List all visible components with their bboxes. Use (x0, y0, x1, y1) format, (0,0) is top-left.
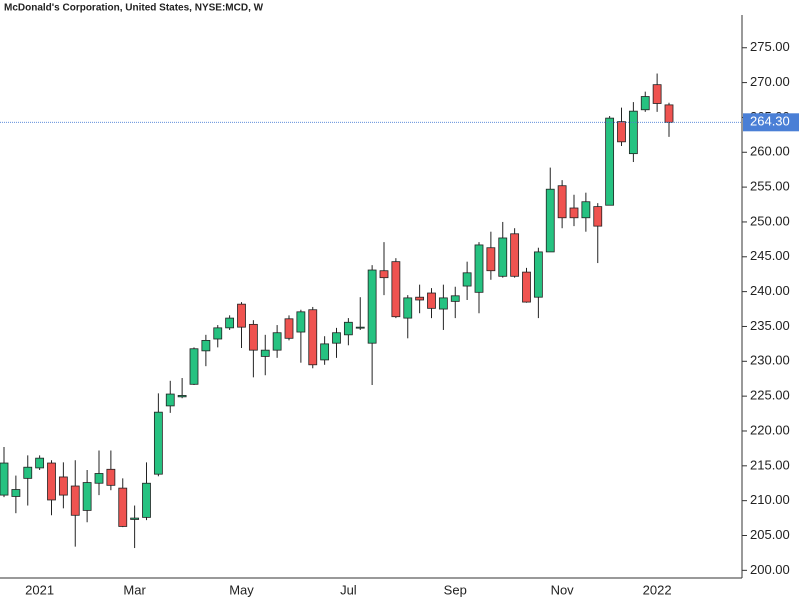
x-tick-label: Nov (551, 582, 575, 597)
candle-body (58, 476, 68, 496)
y-tick-label: 215.00 (750, 457, 790, 472)
y-tick-label: 260.00 (750, 144, 790, 159)
candle-body (545, 188, 555, 253)
candle-body (415, 296, 425, 301)
candle-body (11, 489, 21, 497)
y-tick-label: 230.00 (750, 353, 790, 368)
candle-body (23, 466, 33, 479)
candle-body (320, 343, 330, 361)
candle-body (35, 457, 45, 469)
y-tick-label: 210.00 (750, 492, 790, 507)
y-tick-label: 205.00 (750, 527, 790, 542)
candle-body (486, 247, 496, 272)
candle-body (462, 272, 472, 287)
candle-body (533, 251, 543, 298)
x-tick-label: May (229, 582, 254, 597)
candle-body (617, 121, 626, 143)
y-tick-label: 220.00 (750, 422, 790, 437)
y-tick-label: 225.00 (750, 388, 790, 403)
candle-body (118, 487, 128, 527)
candle-body (201, 339, 211, 352)
plot-area (0, 73, 674, 549)
candle-body (130, 517, 140, 520)
candle-body (47, 462, 56, 501)
y-tick-label: 255.00 (750, 179, 790, 194)
candle-body (296, 311, 306, 333)
candle-body (343, 321, 353, 336)
x-tick-label: 2021 (25, 582, 54, 597)
candle-body (189, 348, 199, 385)
candle-body (248, 323, 258, 351)
last-price-box (743, 113, 799, 132)
chart-title: McDonald's Corporation, United States, N… (4, 3, 264, 14)
candle-body (284, 318, 294, 339)
candle-body (438, 297, 448, 310)
candle-body (593, 206, 603, 227)
candle-body (664, 104, 674, 123)
candle-body (165, 393, 175, 407)
candle-body (237, 303, 246, 328)
x-tick-label: Sep (444, 582, 467, 597)
candle-body (474, 244, 484, 293)
candle-body (498, 237, 508, 277)
candle-body (332, 332, 341, 344)
candle-body (581, 201, 591, 219)
candle-body (391, 261, 401, 318)
candle-body (94, 473, 104, 484)
candle-body (427, 292, 436, 309)
candle-body (142, 482, 151, 518)
y-tick-label: 275.00 (750, 39, 790, 54)
x-tick-label: 2022 (643, 582, 672, 597)
candle-body (153, 411, 163, 475)
candle-body (308, 309, 318, 366)
candle-body (367, 269, 377, 344)
candle-body (82, 482, 92, 511)
candle-body (569, 207, 579, 219)
candle-body (106, 468, 116, 486)
candle-body (510, 233, 520, 277)
candle-body (652, 84, 662, 104)
y-tick-label: 270.00 (750, 74, 790, 89)
last-price-label: 264.30 (750, 114, 790, 129)
candle-body (605, 117, 615, 206)
candle-body (70, 485, 80, 516)
x-tick-label: Jul (340, 582, 357, 597)
candle-body (355, 326, 365, 329)
y-tick-label: 235.00 (750, 318, 790, 333)
candle-body (557, 185, 567, 219)
candle-body (628, 110, 638, 155)
candle-body (213, 327, 223, 340)
x-tick-label: Mar (123, 582, 146, 597)
candle-body (260, 349, 270, 357)
candle-body (640, 96, 650, 111)
y-tick-label: 200.00 (750, 562, 790, 577)
candle-body (403, 297, 413, 319)
y-tick-label: 245.00 (750, 248, 790, 263)
candle-body (225, 317, 235, 329)
y-tick-label: 250.00 (750, 213, 790, 228)
candle-body (0, 462, 9, 496)
candle-body (272, 332, 282, 351)
candle-body (379, 270, 389, 279)
candle-body (177, 395, 187, 398)
candle-body (450, 295, 460, 302)
candle-body (522, 271, 531, 303)
y-tick-label: 240.00 (750, 283, 790, 298)
